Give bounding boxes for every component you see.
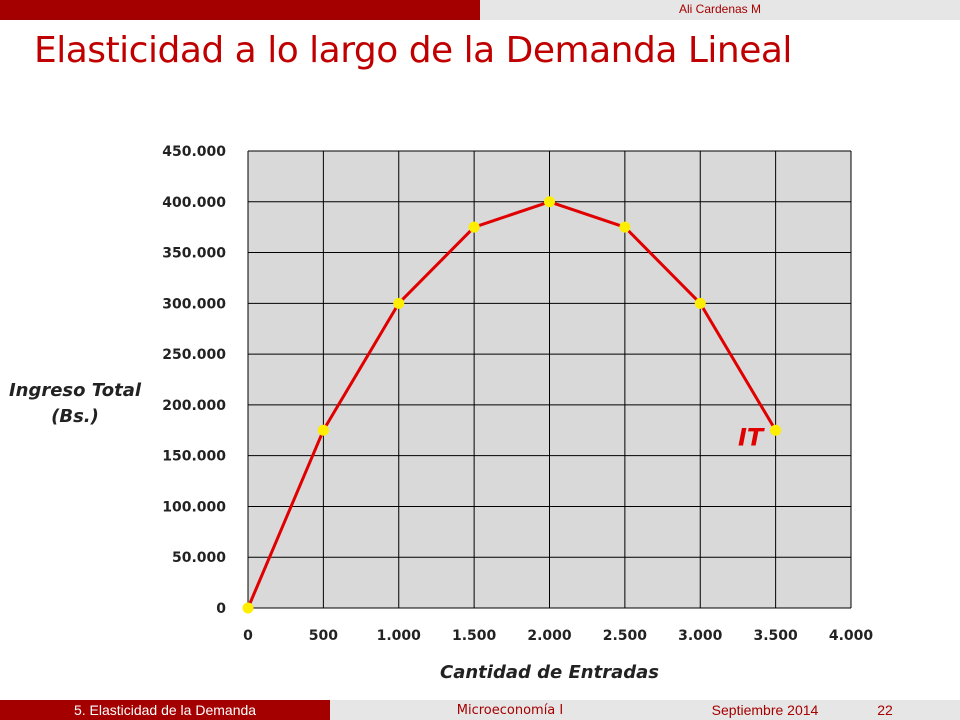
series-line-it	[246, 200, 777, 609]
data-markers	[242, 196, 782, 614]
header-bar-right	[480, 0, 960, 20]
data-point	[393, 297, 405, 309]
x-tick-label: 0	[243, 628, 253, 644]
footer-course-name: Microeconomía I	[456, 703, 564, 718]
x-tick-label: 1.000	[377, 628, 422, 644]
y-tick-label: 150.000	[162, 449, 226, 465]
footer-date: Septiembre 2014	[711, 702, 819, 718]
y-axis-label: Ingreso Total (Bs.)	[0, 378, 150, 430]
footer-page-number: 22	[877, 702, 893, 718]
x-tick-label: 500	[309, 628, 338, 644]
y-tick-label: 200.000	[162, 398, 226, 414]
footer-bar-right	[330, 700, 960, 720]
x-tick-label: 2.500	[603, 628, 648, 644]
y-tick-label: 250.000	[162, 347, 226, 363]
data-point	[468, 221, 480, 233]
data-point	[619, 221, 631, 233]
data-point	[544, 196, 555, 208]
y-axis-label-line-1: Ingreso Total	[8, 380, 142, 401]
x-tick-label: 1.500	[452, 628, 497, 644]
data-point	[242, 602, 254, 614]
y-tick-label: 0	[216, 601, 226, 617]
x-tick-label: 4.000	[829, 628, 874, 644]
total-revenue-chart: 0 50.000 100.000 150.000 200.000 250.000 300.0…	[162, 144, 873, 644]
header-bar-left	[0, 0, 480, 20]
footer-section-title: 5. Elasticidad de la Demanda	[73, 702, 257, 718]
x-tick-label: 3.500	[753, 628, 798, 644]
y-tick-label: 350.000	[162, 246, 226, 262]
y-axis-label-line-2: (Bs.)	[51, 406, 99, 427]
data-point	[694, 297, 706, 309]
y-tick-label: 50.000	[172, 550, 226, 566]
y-tick-label: 300.000	[162, 296, 226, 312]
y-tick-labels: 0 50.000 100.000 150.000 200.000 250.000 300.0…	[162, 144, 226, 617]
footer-bar-left	[0, 700, 330, 720]
y-tick-label: 100.000	[162, 499, 226, 515]
slide-title: Elasticidad a lo largo de la Demanda Lin…	[34, 30, 792, 71]
x-tick-labels: 0 500 1.000 1.500 2.000 2.500 3.000 3.500 4.000	[243, 628, 873, 644]
data-point	[770, 424, 782, 436]
author-name: Ali Cardenas M	[678, 2, 762, 16]
x-axis-label: Cantidad de Entradas	[440, 662, 659, 683]
x-tick-label: 2.000	[527, 628, 572, 644]
y-tick-label: 400.000	[162, 195, 226, 211]
y-tick-label: 450.000	[162, 144, 226, 160]
data-point	[317, 424, 329, 436]
x-tick-label: 3.000	[678, 628, 723, 644]
series-label-it: IT	[738, 424, 765, 452]
